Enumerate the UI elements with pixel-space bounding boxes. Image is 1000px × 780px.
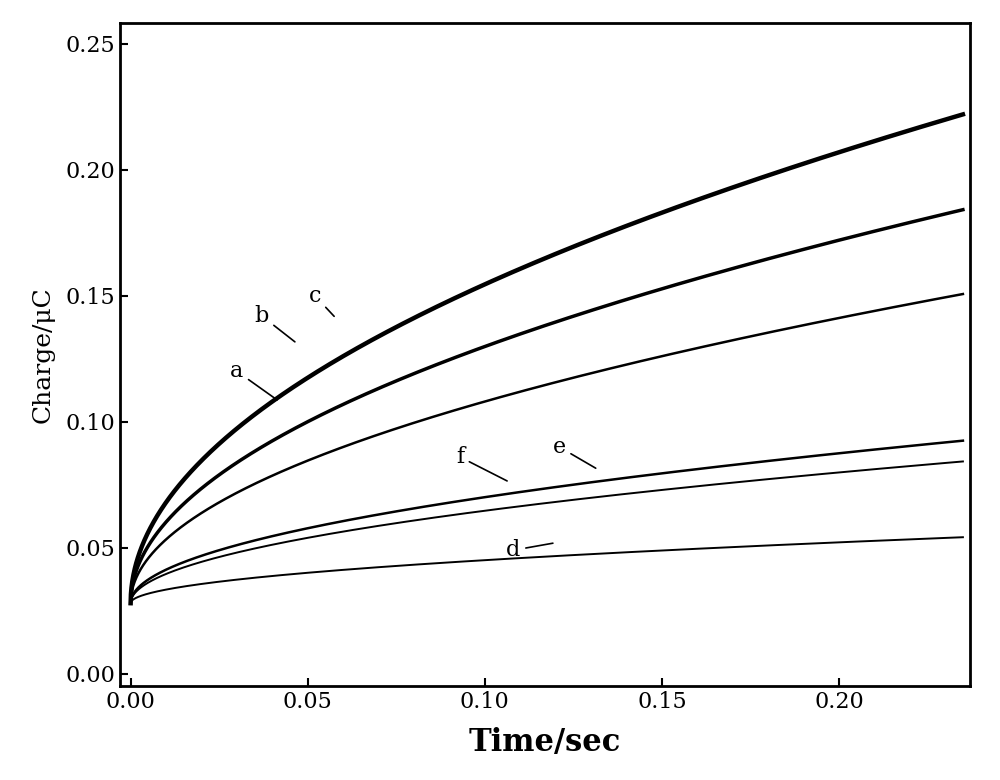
Text: d: d [506, 539, 553, 562]
Text: b: b [254, 305, 295, 342]
Text: c: c [309, 285, 334, 317]
X-axis label: Time/sec: Time/sec [469, 727, 621, 758]
Text: a: a [230, 360, 277, 400]
Text: f: f [456, 446, 507, 481]
Y-axis label: Charge/μC: Charge/μC [31, 286, 54, 424]
Text: e: e [553, 436, 596, 468]
